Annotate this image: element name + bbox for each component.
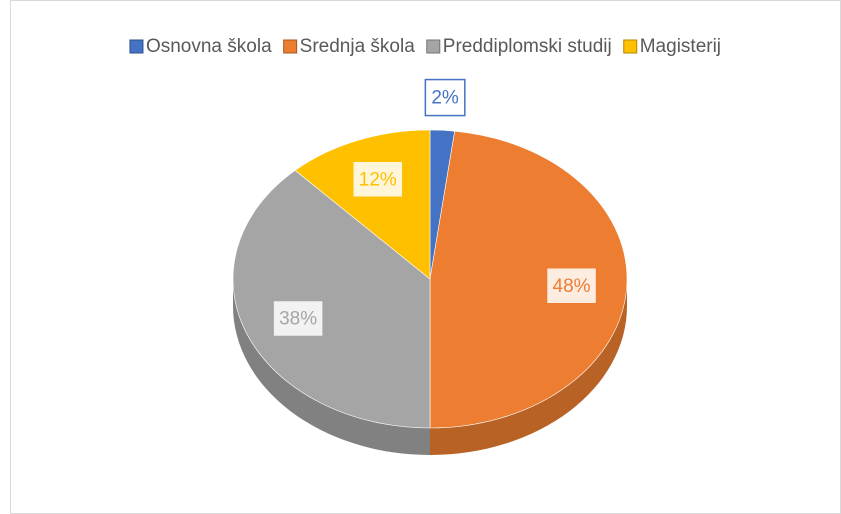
data-label: 38% (272, 299, 324, 338)
legend-swatch (426, 39, 441, 54)
legend-label: Srednja škola (300, 36, 416, 57)
legend-swatch (129, 39, 144, 54)
legend: Osnovna škola Srednja škola Preddiplomski … (129, 36, 721, 57)
legend-label: Preddiplomski studij (443, 36, 612, 57)
slice-side (233, 279, 430, 455)
data-label: 48% (545, 266, 598, 305)
data-label-text: 2% (431, 88, 459, 109)
data-label-box (545, 266, 598, 305)
legend-swatch (623, 39, 638, 54)
legend-label: Magisterij (640, 36, 721, 57)
data-label-text: 12% (359, 169, 397, 190)
data-label: 12% (352, 160, 404, 199)
slice-side (430, 279, 627, 455)
legend-swatch (283, 39, 298, 54)
data-label-box (424, 78, 466, 117)
data-label-box (272, 299, 324, 338)
slice (232, 170, 431, 429)
data-label: 2% (424, 78, 466, 117)
data-label-text: 48% (553, 276, 591, 297)
legend-label: Osnovna škola (146, 36, 272, 57)
data-label-text: 38% (279, 309, 317, 330)
slice (429, 130, 628, 429)
data-label-box (352, 160, 404, 199)
